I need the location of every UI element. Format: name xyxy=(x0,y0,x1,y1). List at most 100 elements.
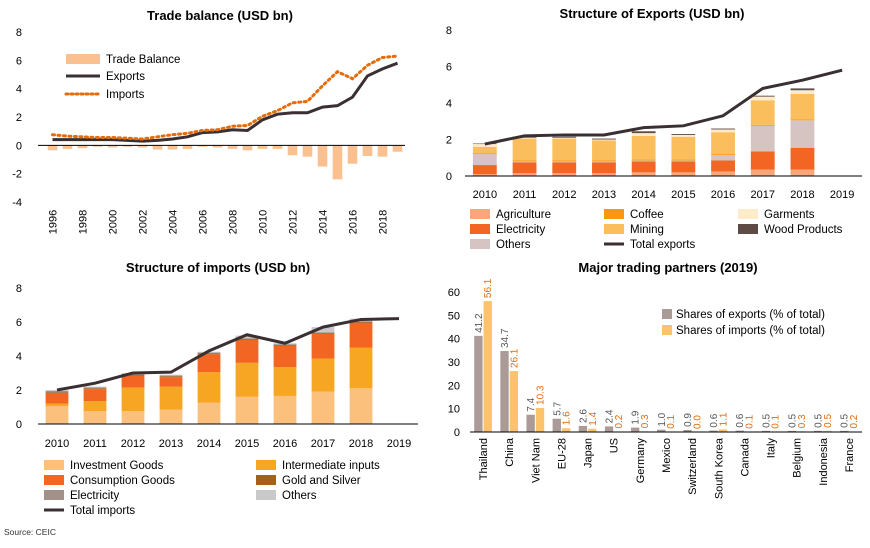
exports-share-bar xyxy=(553,419,561,432)
imports-share-label: 0.1 xyxy=(771,414,782,428)
legend-exports-garments-swatch xyxy=(738,209,758,219)
legend-exports-mining-label: Mining xyxy=(630,224,664,236)
exports-xtick-label: 2014 xyxy=(631,189,655,201)
imports-bar-consumption-goods xyxy=(160,377,183,386)
imports-xtick-label: 2019 xyxy=(387,438,411,450)
exports-ytick-label: 0 xyxy=(446,171,452,183)
imports-share-label: 0.1 xyxy=(666,414,677,428)
imports-bar-investment-goods xyxy=(350,388,373,424)
trade-xtick-label: 2008 xyxy=(228,210,240,234)
exports-bar-garments xyxy=(473,144,497,147)
imports-bar-intermediate-inputs xyxy=(122,387,145,411)
imports-xtick-label: 2017 xyxy=(311,438,335,450)
imports-ytick-label: 6 xyxy=(16,317,22,329)
imports-bar-electricity xyxy=(46,391,69,393)
imports-bar-investment-goods xyxy=(160,410,183,424)
partners-xtick-label: Italy xyxy=(766,438,778,459)
exports-xtick-label: 2015 xyxy=(671,189,695,201)
partners-chart-title: Major trading partners (2019) xyxy=(578,260,757,275)
imports-bar-gold-and-silver xyxy=(312,333,335,334)
exports-bar-mining xyxy=(632,136,656,160)
exports-share-bar xyxy=(526,415,534,432)
exports-bar-garments xyxy=(552,138,576,139)
trade-ytick-label: 8 xyxy=(16,27,22,39)
legend-exports-share-label: Shares of exports (% of total) xyxy=(676,309,825,321)
legend-total-exports-label: Total exports xyxy=(630,239,695,251)
trade-ytick-label: -2 xyxy=(12,169,22,181)
imports-bar-investment-goods xyxy=(198,403,221,424)
trade-balance-bar xyxy=(273,145,283,149)
exports-ytick-label: 6 xyxy=(446,62,452,74)
exports-chart-title: Structure of Exports (USD bn) xyxy=(560,6,745,21)
imports-share-label: 0.5 xyxy=(823,413,834,427)
imports-bar-gold-and-silver xyxy=(84,388,107,389)
legend-imports-others-swatch xyxy=(256,490,276,500)
trade-balance-bar xyxy=(318,145,328,166)
imports-share-bar xyxy=(484,301,492,432)
imports-bar-consumption-goods xyxy=(122,376,145,388)
imports-xtick-label: 2010 xyxy=(45,438,69,450)
exports-bar-mining xyxy=(513,139,537,161)
exports-bar-mining xyxy=(751,100,775,125)
exports-bar-garments xyxy=(711,129,735,132)
imports-bar-intermediate-inputs xyxy=(274,367,297,396)
exports-ytick-label: 8 xyxy=(446,25,452,37)
exports-bar-electricity xyxy=(711,160,735,171)
partners-xtick-label: Switzerland xyxy=(687,438,699,495)
exports-bar-wood-products xyxy=(791,88,815,90)
exports-xtick-label: 2018 xyxy=(790,189,814,201)
exports-bar-mining xyxy=(711,132,735,154)
source-note: Source: CEIC xyxy=(4,527,56,537)
exports-bar-wood-products xyxy=(711,129,735,130)
partners-xtick-label: China xyxy=(504,437,516,467)
trade-xtick-label: 2002 xyxy=(138,210,150,234)
imports-ytick-label: 2 xyxy=(16,385,22,397)
trade-xtick-label: 1998 xyxy=(78,210,90,234)
imports-share-bar xyxy=(562,428,570,432)
imports-bar-consumption-goods xyxy=(236,340,259,363)
exports-bar-others xyxy=(632,160,656,161)
exports-bar-electricity xyxy=(632,161,656,172)
imports-share-label: 10.3 xyxy=(536,385,547,405)
partners-xtick-label: France xyxy=(844,438,856,472)
trade-ytick-label: 2 xyxy=(16,112,22,124)
trade-balance-bar xyxy=(228,145,238,149)
partners-xtick-label: EU-28 xyxy=(556,438,568,469)
exports-bar-coffee xyxy=(671,160,695,161)
imports-xtick-label: 2013 xyxy=(159,438,183,450)
imports-bar-electricity xyxy=(312,332,335,333)
trade-balance-bar xyxy=(303,145,313,156)
legend-imports-gold-and-silver-swatch xyxy=(256,475,276,485)
exports-bar-agriculture xyxy=(711,171,735,176)
exports-bar-electricity xyxy=(671,161,695,172)
trade-xtick-label: 2012 xyxy=(288,210,300,234)
partners-ytick-label: 60 xyxy=(448,287,460,299)
exports-xtick-label: 2019 xyxy=(830,189,854,201)
exports-share-bar xyxy=(474,336,482,432)
imports-bar-investment-goods xyxy=(46,406,69,424)
trade-balance-bar xyxy=(243,145,253,150)
partners-ytick-label: 10 xyxy=(448,404,460,416)
imports-bar-consumption-goods xyxy=(46,393,69,403)
imports-bar-intermediate-inputs xyxy=(350,348,373,389)
imports-share-label: 1.1 xyxy=(718,412,729,426)
imports-bar-investment-goods xyxy=(122,411,145,424)
exports-xtick-label: 2011 xyxy=(513,189,537,201)
legend-exports-garments-label: Garments xyxy=(764,209,815,221)
trade-balance-bar xyxy=(393,145,403,151)
imports-bar-consumption-goods xyxy=(312,334,335,359)
legend-imports-electricity-label: Electricity xyxy=(70,490,119,502)
exports-share-bar xyxy=(631,428,639,432)
exports-xtick-label: 2017 xyxy=(751,189,775,201)
trade-ytick-label: 0 xyxy=(16,140,22,152)
exports-bar-mining xyxy=(592,140,616,160)
exports-bar-agriculture xyxy=(791,170,815,176)
trade-balance-bar xyxy=(168,145,178,149)
legend-exports-mining-swatch xyxy=(604,224,624,234)
legend-imports-label: Imports xyxy=(106,89,145,101)
trade-balance-bar xyxy=(48,145,58,150)
imports-bar-investment-goods xyxy=(312,392,335,424)
imports-bar-consumption-goods xyxy=(274,346,297,367)
